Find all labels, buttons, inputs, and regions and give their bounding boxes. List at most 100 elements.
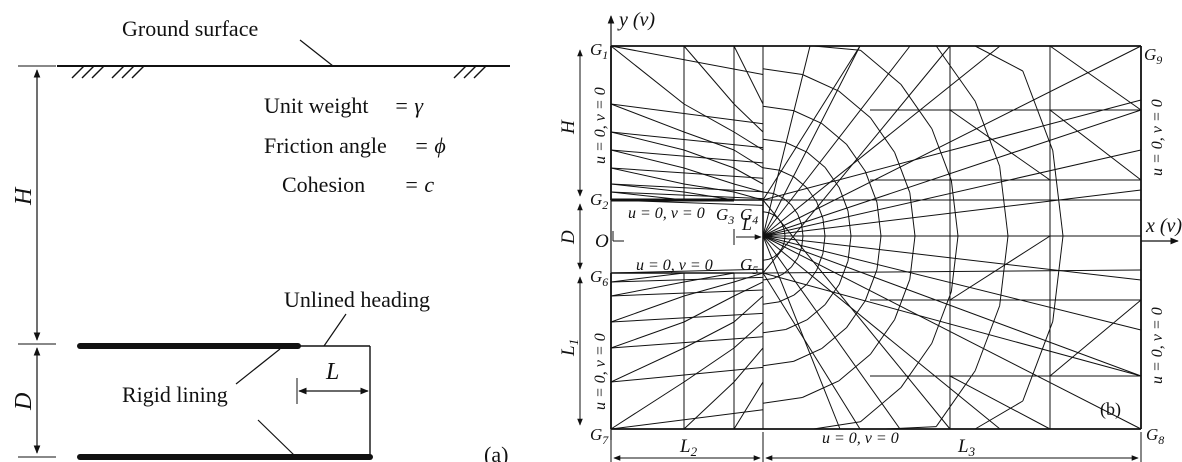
mesh-edge	[610, 347, 685, 383]
point-g1-label: G1	[590, 40, 608, 62]
mesh-edge	[773, 214, 779, 220]
mesh-edge	[683, 45, 735, 105]
mesh-edge	[762, 278, 774, 281]
mesh-edge	[733, 321, 764, 349]
mesh-edge	[762, 360, 794, 367]
mesh-edge	[762, 269, 1142, 274]
mesh-edge	[683, 167, 735, 185]
mesh-edge	[610, 336, 764, 349]
mesh-edge	[610, 45, 685, 105]
mesh-edge	[900, 342, 933, 388]
dim-b-L3-label: L3	[957, 436, 976, 459]
mesh-edge	[762, 45, 861, 201]
mesh-edge	[762, 235, 901, 430]
mesh-edge	[806, 269, 818, 285]
mesh-edge	[762, 167, 780, 171]
mesh-edge	[909, 235, 916, 280]
mesh-edge	[610, 191, 764, 200]
mesh-edge	[778, 247, 783, 254]
mesh-edge	[733, 167, 764, 185]
mesh-edge	[683, 281, 735, 297]
mesh-edge	[610, 268, 764, 274]
mesh-edge	[870, 319, 896, 355]
mesh-edge	[762, 235, 1001, 430]
mesh-edge	[733, 45, 764, 105]
mesh-edge	[1022, 70, 1054, 151]
bc-right-lower: u = 0, v = 0	[1149, 307, 1166, 384]
mesh-edge	[762, 211, 769, 214]
mesh-edge	[864, 170, 878, 203]
mesh-edge	[949, 235, 1051, 301]
finite-element-mesh	[610, 45, 1142, 430]
mesh-edge	[1022, 321, 1054, 402]
point-g9-label: G9	[1144, 45, 1162, 67]
mesh-edge	[610, 289, 764, 297]
panel-a: Ground surface Unit weight = γ Friction …	[11, 16, 510, 462]
mesh-edge	[806, 187, 818, 203]
mesh-edge	[733, 149, 764, 169]
mesh-edge	[797, 247, 803, 259]
mesh-edge	[790, 204, 799, 215]
mesh-edge	[1049, 45, 1142, 111]
mesh-edge	[610, 276, 764, 283]
mesh-edge	[733, 191, 764, 201]
mesh-edge	[610, 183, 685, 193]
mesh-edge	[999, 235, 1009, 306]
point-g8-label: G8	[1146, 425, 1164, 447]
mesh-edge	[974, 45, 1024, 72]
y-axis-label: y (v)	[617, 9, 655, 31]
mesh-edge	[610, 321, 685, 349]
mesh-edge	[762, 45, 1142, 237]
mesh-edge	[793, 347, 823, 362]
cohesion-label: Cohesion	[282, 172, 365, 197]
mesh-edge	[838, 353, 871, 382]
mesh-edge	[610, 131, 685, 151]
origin-label: O	[595, 231, 609, 252]
point-g6-label: G6	[590, 267, 608, 289]
mesh-edge	[762, 45, 911, 237]
mesh-edge	[806, 151, 826, 168]
point-g3-label: G3	[716, 205, 734, 227]
mesh-edge	[610, 183, 764, 193]
mesh-edge	[1052, 150, 1064, 237]
mesh-edge	[773, 273, 784, 279]
mesh-edge	[783, 235, 786, 243]
mesh-edge	[762, 149, 1142, 237]
mesh-edge	[610, 366, 764, 383]
point-g7-label: G7	[590, 425, 609, 447]
point-g4-label: G4	[740, 205, 758, 227]
mesh-edge	[785, 319, 808, 330]
mesh-edge	[781, 242, 785, 249]
dim-D-label: D	[11, 393, 37, 411]
mesh-edge	[949, 375, 1051, 430]
mesh-edge	[773, 193, 784, 199]
mesh-edge	[683, 381, 735, 430]
mesh-edge	[762, 99, 1142, 201]
mesh-edge	[762, 258, 769, 261]
ground-hatch	[71, 65, 487, 79]
mesh-edge	[900, 84, 933, 130]
bc-lining-bottom: u = 0, v = 0	[636, 257, 713, 274]
mesh-edge	[610, 199, 764, 206]
mesh-edge	[683, 103, 735, 133]
mesh-edge	[762, 235, 1142, 281]
mesh-edge	[733, 183, 764, 193]
mesh-edge	[762, 235, 1142, 430]
mesh-edge	[762, 235, 1142, 377]
mesh-edge	[838, 187, 849, 212]
bc-right-upper: u = 0, v = 0	[1149, 99, 1166, 176]
mesh-edge	[610, 295, 685, 323]
mesh-boundary	[610, 45, 1142, 430]
mesh-edge	[793, 283, 808, 296]
mesh-edge	[610, 281, 685, 297]
mesh-edge	[821, 123, 847, 145]
mesh-edge	[974, 305, 1001, 371]
mesh-edge	[824, 167, 840, 188]
mesh-edge	[950, 180, 959, 237]
mesh-edge	[762, 189, 1142, 237]
g-labels: G1 G2 G3 G4 G5 G6 G7 G8 G9	[590, 40, 1164, 447]
mesh-edge	[610, 149, 764, 164]
mesh-edge	[610, 381, 685, 430]
mesh-edge	[931, 128, 952, 181]
